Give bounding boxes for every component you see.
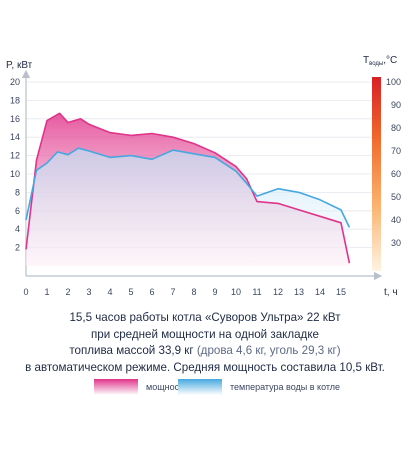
y-tick-left-label: 8 (15, 187, 20, 197)
x-tick-label: 9 (212, 287, 217, 297)
x-tick-label: 1 (44, 287, 49, 297)
y-tick-left-label: 10 (10, 169, 20, 179)
y-tick-left-label: 4 (15, 224, 20, 234)
x-tick-label: 11 (252, 287, 261, 297)
y-axis-right-title-sub: воды (369, 61, 383, 67)
y-axis-left-title: P, кВт (6, 60, 33, 71)
y-tick-left-label: 12 (10, 151, 20, 161)
legend-swatch-power (94, 379, 138, 395)
x-tick-label: 13 (294, 287, 304, 297)
y-tick-left-label: 2 (15, 243, 20, 253)
x-axis-title: t, ч (384, 287, 398, 298)
y-tick-left-label: 6 (15, 206, 20, 216)
y-ticks-right: 30 40 50 60 70 80 90 100 (386, 77, 401, 248)
x-tick-label: 6 (149, 287, 154, 297)
y-axis-right-title-main: T (363, 55, 369, 66)
y-tick-left-label: 16 (10, 114, 20, 124)
y-tick-left-label: 20 (10, 77, 20, 87)
x-tick-label: 7 (170, 287, 175, 297)
caption-line-3-main: топлива массой 33,9 кг (69, 344, 197, 357)
y-tick-left-label: 18 (10, 95, 20, 105)
legend-item-temperature: температура воды в котле (178, 377, 340, 397)
legend-label-power: мощность (146, 382, 188, 392)
x-tick-label: 4 (107, 287, 112, 297)
caption-line-1: 15,5 часов работы котла «Суворов Ультра»… (69, 311, 341, 324)
legend-item-power: мощность (94, 377, 188, 397)
y-tick-right-label: 60 (391, 169, 401, 179)
y-tick-right-label: 50 (391, 192, 401, 202)
y-tick-left-label: 14 (10, 132, 20, 142)
temperature-scale-bar (372, 77, 381, 271)
x-tick-label: 3 (86, 287, 91, 297)
y-tick-right-label: 30 (391, 238, 401, 248)
series-area-temperature (26, 148, 350, 266)
x-tick-label: 15 (336, 287, 346, 297)
series-line-temperature (25, 147, 351, 228)
y-axis-right-title-unit: ,°C (383, 55, 397, 66)
y-axis-right-title: Tводы,°C (363, 55, 397, 67)
legend-label-temperature: температура воды в котле (230, 382, 341, 392)
y-tick-right-label: 40 (391, 215, 401, 225)
x-tick-label: 14 (315, 287, 325, 297)
x-tick-label: 8 (191, 287, 196, 297)
x-tick-label: 5 (128, 287, 133, 297)
chart-caption: 15,5 часов работы котла «Суворов Ультра»… (0, 310, 410, 376)
y-tick-right-label: 70 (391, 146, 401, 156)
caption-line-3: топлива массой 33,9 кг (дрова 4,6 кг, уг… (0, 343, 410, 360)
y-tick-right-label: 100 (386, 77, 401, 87)
y-tick-right-label: 80 (391, 123, 401, 133)
x-tick-label: 12 (273, 287, 283, 297)
caption-line-2: при средней мощности на одной закладке (91, 327, 319, 341)
y-tick-right-label: 90 (391, 100, 401, 110)
x-ticks: 0 1 2 3 4 5 6 7 8 9 10 11 12 13 14 15 (23, 287, 346, 297)
legend-swatch-temperature (178, 379, 222, 395)
x-tick-label: 2 (65, 287, 70, 297)
legend: мощность температура воды в котле (0, 377, 410, 397)
y-ticks-left: 2 4 6 8 10 12 14 16 18 20 (10, 77, 20, 253)
x-tick-label: 0 (23, 287, 28, 297)
caption-line-3-detail: (дрова 4,6 кг, уголь 29,3 кг) (196, 344, 341, 357)
series-group (25, 112, 351, 266)
caption-line-4: в автоматическом режиме. Средняя мощност… (25, 360, 385, 374)
x-tick-label: 10 (231, 287, 241, 297)
